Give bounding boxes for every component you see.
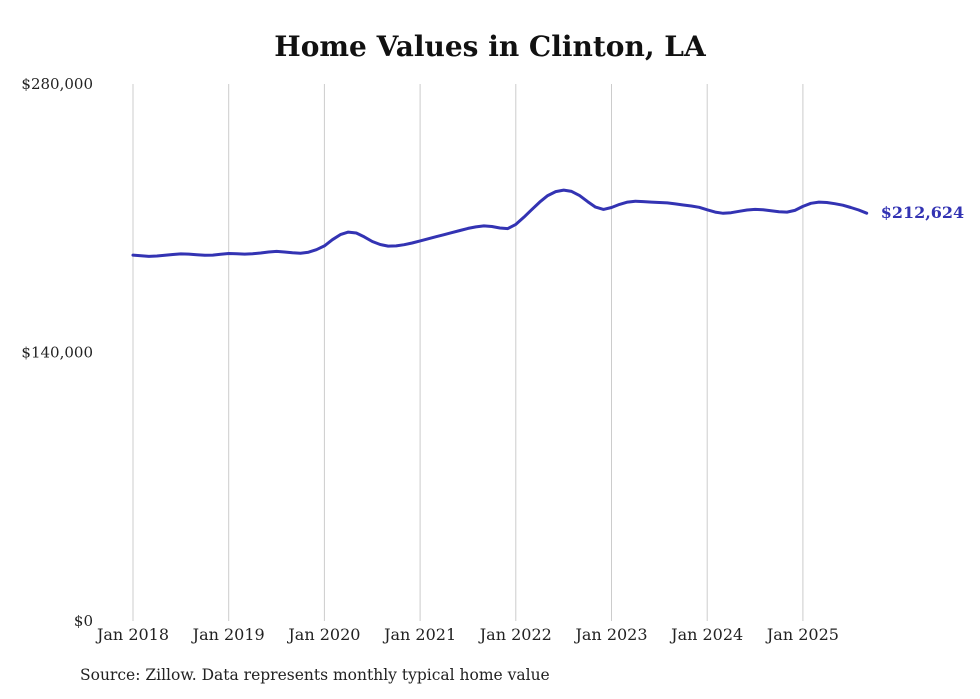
end-value-label: $212,624 bbox=[881, 203, 965, 222]
x-tick-label: Jan 2022 bbox=[478, 625, 552, 644]
x-tick-label: Jan 2025 bbox=[765, 625, 839, 644]
x-tick-label: Jan 2024 bbox=[669, 625, 743, 644]
x-tick-label: Jan 2020 bbox=[286, 625, 360, 644]
x-tick-label: Jan 2019 bbox=[191, 625, 265, 644]
source-note: Source: Zillow. Data represents monthly … bbox=[80, 666, 550, 684]
x-tick-label: Jan 2023 bbox=[573, 625, 647, 644]
y-tick-label: $280,000 bbox=[21, 75, 93, 93]
value-line bbox=[131, 188, 869, 258]
y-tick-label: $0 bbox=[74, 612, 93, 630]
x-tick-label: Jan 2021 bbox=[382, 625, 456, 644]
x-tick-label: Jan 2018 bbox=[95, 625, 169, 644]
y-tick-label: $140,000 bbox=[21, 344, 93, 362]
chart-title: Home Values in Clinton, LA bbox=[274, 30, 706, 63]
